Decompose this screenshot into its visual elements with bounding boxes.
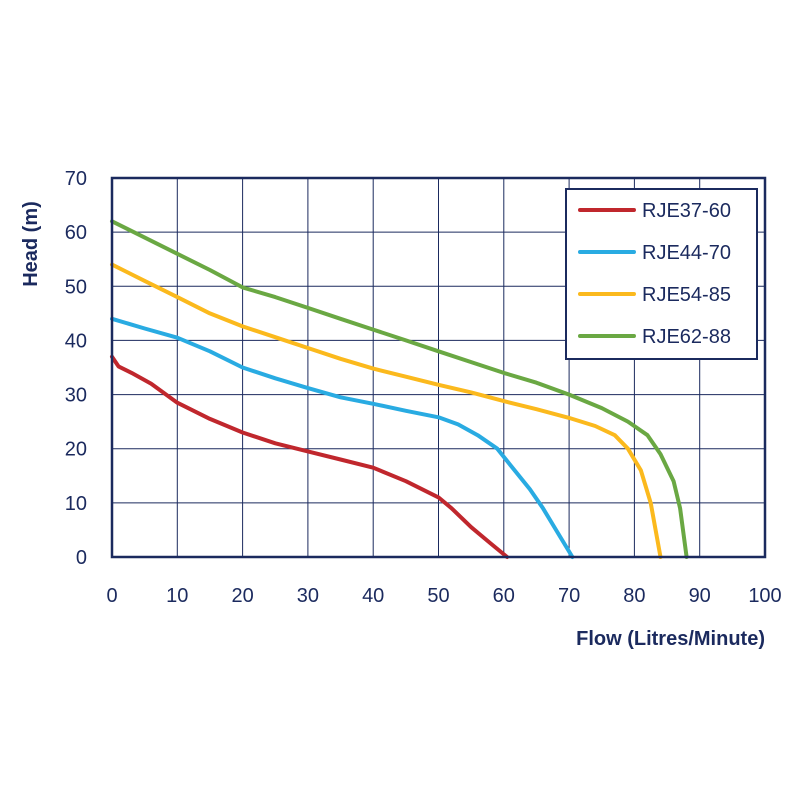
x-tick-label: 90	[689, 585, 711, 607]
series-lines	[110, 219, 689, 559]
x-tick-label: 70	[558, 585, 580, 607]
x-tick-label: 40	[362, 585, 384, 607]
series-line-rje44-70	[110, 316, 575, 559]
legend-label: RJE44-70	[642, 242, 731, 264]
x-tick-label: 60	[493, 585, 515, 607]
y-tick-label: 70	[65, 168, 87, 190]
legend-box	[565, 188, 758, 360]
x-tick-label: 10	[166, 585, 188, 607]
x-tick-label: 50	[427, 585, 449, 607]
legend-label: RJE37-60	[642, 200, 731, 222]
x-tick-label: 80	[623, 585, 645, 607]
y-tick-label: 10	[65, 493, 87, 515]
x-tick-label: 0	[106, 585, 117, 607]
y-tick-label: 60	[65, 222, 87, 244]
y-tick-labels: 0 10 20 30 40 50 60 70	[65, 168, 87, 569]
series-line-rje62-88	[110, 219, 689, 559]
y-tick-label: 40	[65, 330, 87, 352]
legend: RJE37-60 RJE44-70 RJE54-85 RJE62-88	[565, 188, 758, 360]
y-axis-title: Head (m)	[20, 201, 42, 287]
legend-label: RJE54-85	[642, 284, 731, 306]
y-tick-label: 0	[76, 547, 87, 569]
y-tick-label: 20	[65, 439, 87, 461]
x-tick-label: 100	[748, 585, 781, 607]
plot-frame	[110, 176, 767, 559]
x-tick-labels: 0 10 20 30 40 50 60 70 80 90 100	[106, 585, 781, 607]
x-tick-label: 30	[297, 585, 319, 607]
series-line-rje54-85	[110, 262, 663, 559]
y-tick-label: 50	[65, 276, 87, 298]
series-line-rje37-60	[110, 354, 510, 559]
legend-label: RJE62-88	[642, 326, 731, 348]
x-tick-label: 20	[231, 585, 253, 607]
y-tick-label: 30	[65, 385, 87, 407]
x-axis-title: Flow (Litres/Minute)	[576, 628, 765, 650]
